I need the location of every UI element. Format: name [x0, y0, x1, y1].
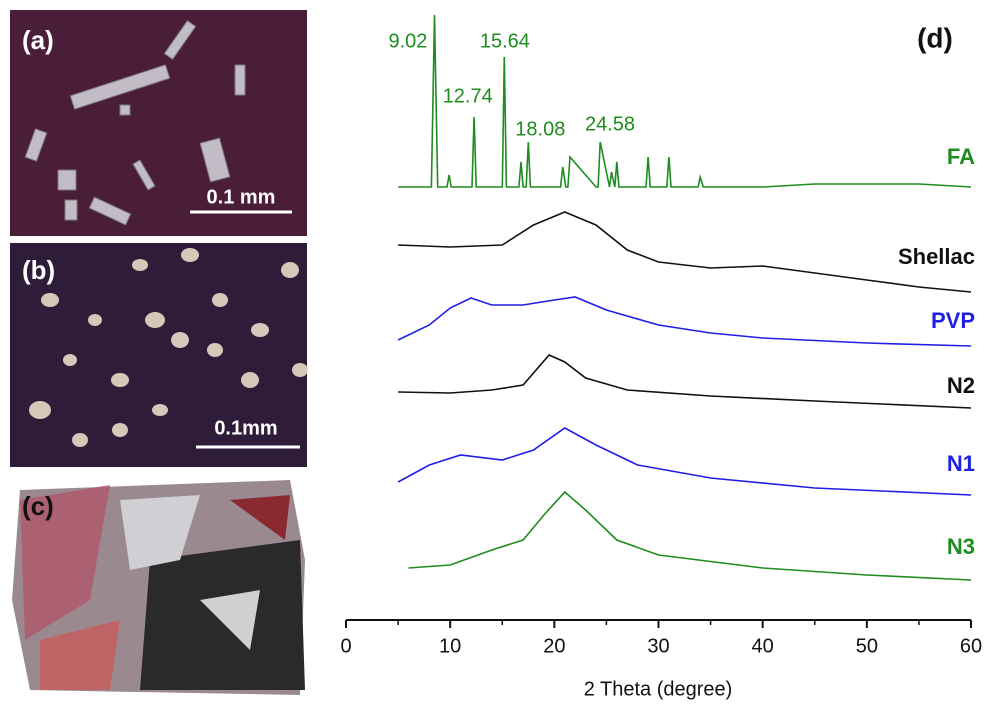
xrd-trace — [398, 14, 972, 188]
x-tick-label: 50 — [856, 635, 878, 657]
micrograph-a — [10, 10, 307, 236]
series-label: N2 — [947, 373, 975, 398]
panel-label: (b) — [22, 255, 55, 285]
peak-label: 15.64 — [480, 30, 530, 52]
x-axis-title: 2 Theta (degree) — [584, 678, 733, 700]
xrd-trace — [397, 296, 972, 347]
photo-c — [10, 478, 310, 700]
x-tick-label: 20 — [543, 635, 565, 657]
x-tick-label: 10 — [439, 635, 461, 657]
xrd-trace — [397, 427, 972, 496]
panel-label: (c) — [22, 491, 54, 521]
panel-label: (a) — [22, 25, 54, 55]
panel-label: (d) — [917, 22, 953, 53]
x-tick-label: 0 — [340, 635, 351, 657]
scale-bar-label: 0.1 mm — [207, 186, 276, 208]
micrograph-b — [10, 243, 308, 467]
x-tick-label: 60 — [960, 635, 982, 657]
x-tick-label: 40 — [752, 635, 774, 657]
series-label: N1 — [947, 451, 975, 476]
peak-label: 12.74 — [443, 85, 493, 107]
peak-label: 24.58 — [585, 113, 635, 135]
x-tick-label: 30 — [647, 635, 669, 657]
scale-bar-label: 0.1mm — [214, 417, 277, 439]
xrd-trace — [398, 354, 972, 409]
xrd-trace — [408, 490, 972, 581]
series-label: FA — [947, 144, 975, 169]
xrd-trace — [398, 211, 972, 293]
peak-label: 9.02 — [388, 30, 427, 52]
peak-label: 18.08 — [515, 118, 565, 140]
series-label: PVP — [931, 308, 975, 333]
series-label: Shellac — [898, 244, 975, 269]
series-label: N3 — [947, 534, 975, 559]
